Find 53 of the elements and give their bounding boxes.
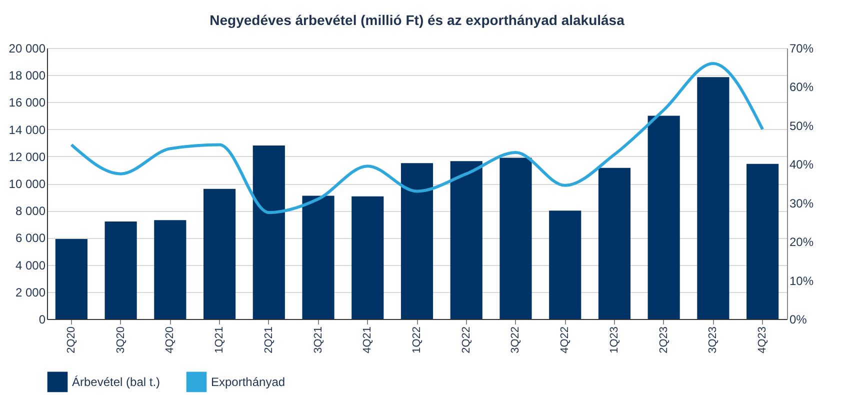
x-tick-label: 4Q20	[164, 326, 176, 354]
x-tick-label: 1Q21	[214, 326, 226, 354]
y2-tick-label: 70%	[790, 42, 814, 56]
bar	[549, 210, 582, 319]
bar	[252, 146, 285, 319]
x-tick-label: 3Q23	[707, 326, 720, 354]
x-tick-label: 4Q22	[559, 326, 572, 354]
bar	[697, 77, 730, 319]
chart-title: Negyedéves árbevétel (millió Ft) és az exporthányad alakulása	[210, 12, 625, 28]
bar	[500, 158, 532, 319]
y2-tick-label: 0%	[790, 312, 808, 326]
x-tick-label: 2Q22	[460, 326, 472, 354]
y-tick-label: 20 000	[8, 42, 46, 56]
x-tick-label: 2Q21	[262, 326, 275, 354]
y2-tick-label: 50%	[790, 118, 814, 133]
y2-tick-label: 30%	[790, 196, 814, 210]
y2-tick-label: 60%	[790, 80, 814, 94]
y-tick-label: 16 000	[8, 96, 46, 110]
x-tick-label: 4Q23	[756, 326, 769, 354]
bar	[154, 220, 186, 319]
x-tick-label: 4Q21	[362, 326, 374, 354]
bar	[302, 196, 334, 319]
y-tick-label: 14 000	[8, 122, 46, 137]
line-series	[70, 62, 764, 214]
y-tick-label: 6 000	[15, 231, 46, 246]
bar	[400, 163, 434, 319]
y-tick-label: 12 000	[8, 150, 46, 164]
bar	[352, 196, 384, 319]
bar	[203, 188, 236, 319]
x-tick-label: 3Q20	[114, 326, 127, 354]
bar	[746, 164, 779, 319]
y2-tick-label: 20%	[790, 235, 814, 250]
legend-label: Árbevétel (bal t.)	[72, 374, 160, 389]
y2-tick-label: 10%	[790, 274, 814, 288]
y-tick-label: 18 000	[8, 68, 46, 83]
x-tick-label: 3Q22	[510, 326, 522, 354]
x-tick-label: 3Q21	[312, 326, 324, 354]
x-tick-label: 1Q22	[411, 326, 423, 354]
bar	[104, 221, 137, 319]
x-tick-label: 2Q23	[658, 326, 670, 354]
bar	[450, 161, 482, 319]
y-tick-label: 4 000	[15, 258, 46, 272]
y-tick-label: 0	[38, 312, 46, 326]
y-tick-label: 2 000	[15, 285, 46, 300]
bar	[55, 239, 88, 319]
x-tick-label: 2Q20	[65, 326, 78, 354]
bar	[648, 116, 680, 319]
x-tick-label: 1Q23	[608, 326, 620, 354]
y-tick-label: 10 000	[8, 177, 46, 191]
bar	[598, 168, 631, 319]
y-tick-label: 8 000	[15, 204, 46, 218]
legend-label: Exporthányad	[211, 374, 286, 389]
y2-tick-label: 40%	[790, 158, 814, 172]
